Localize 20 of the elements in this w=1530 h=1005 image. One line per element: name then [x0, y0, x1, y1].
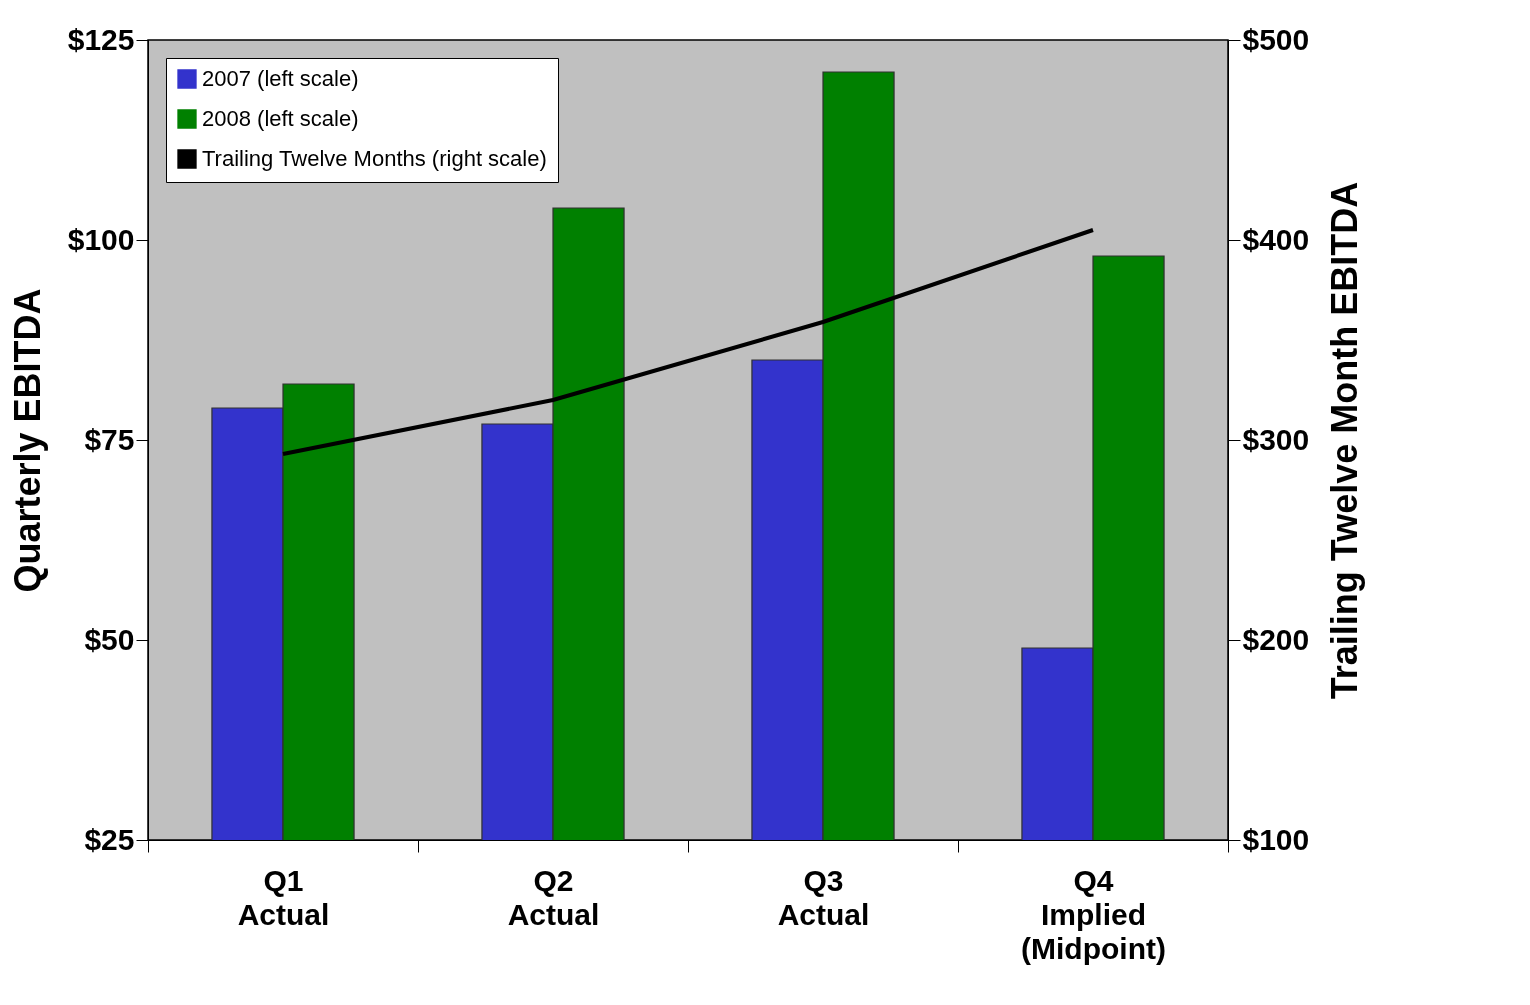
y-tick-label: $75	[84, 422, 135, 456]
y-axis-title: Quarterly EBITDA	[6, 288, 48, 593]
y-tick-label: $125	[67, 22, 135, 56]
legend-label: Trailing Twelve Months (right scale)	[202, 146, 547, 171]
y-tick-label: $25	[84, 822, 135, 856]
x-tick-label: Q1 Actual	[237, 863, 330, 931]
x-tick-label: Q4 Implied (Midpoint)	[1021, 863, 1166, 965]
x-tick-label: Q3 Actual	[777, 863, 870, 931]
y-tick-label: $100	[67, 222, 135, 256]
y2-tick-label: $200	[1242, 622, 1310, 656]
y2-tick-label: $300	[1242, 422, 1310, 456]
legend-label: 2007 (left scale)	[202, 66, 359, 91]
y2-tick-label: $500	[1242, 22, 1310, 56]
line-series	[281, 228, 1095, 456]
legend-label: 2008 (left scale)	[202, 106, 359, 131]
y-tick-label: $50	[84, 622, 135, 656]
y2-tick-label: $400	[1242, 222, 1310, 256]
y2-axis-title: Trailing Twelve Month EBITDA	[1324, 181, 1366, 700]
x-tick-label: Q2 Actual	[507, 863, 600, 931]
y2-tick-label: $100	[1242, 822, 1310, 856]
